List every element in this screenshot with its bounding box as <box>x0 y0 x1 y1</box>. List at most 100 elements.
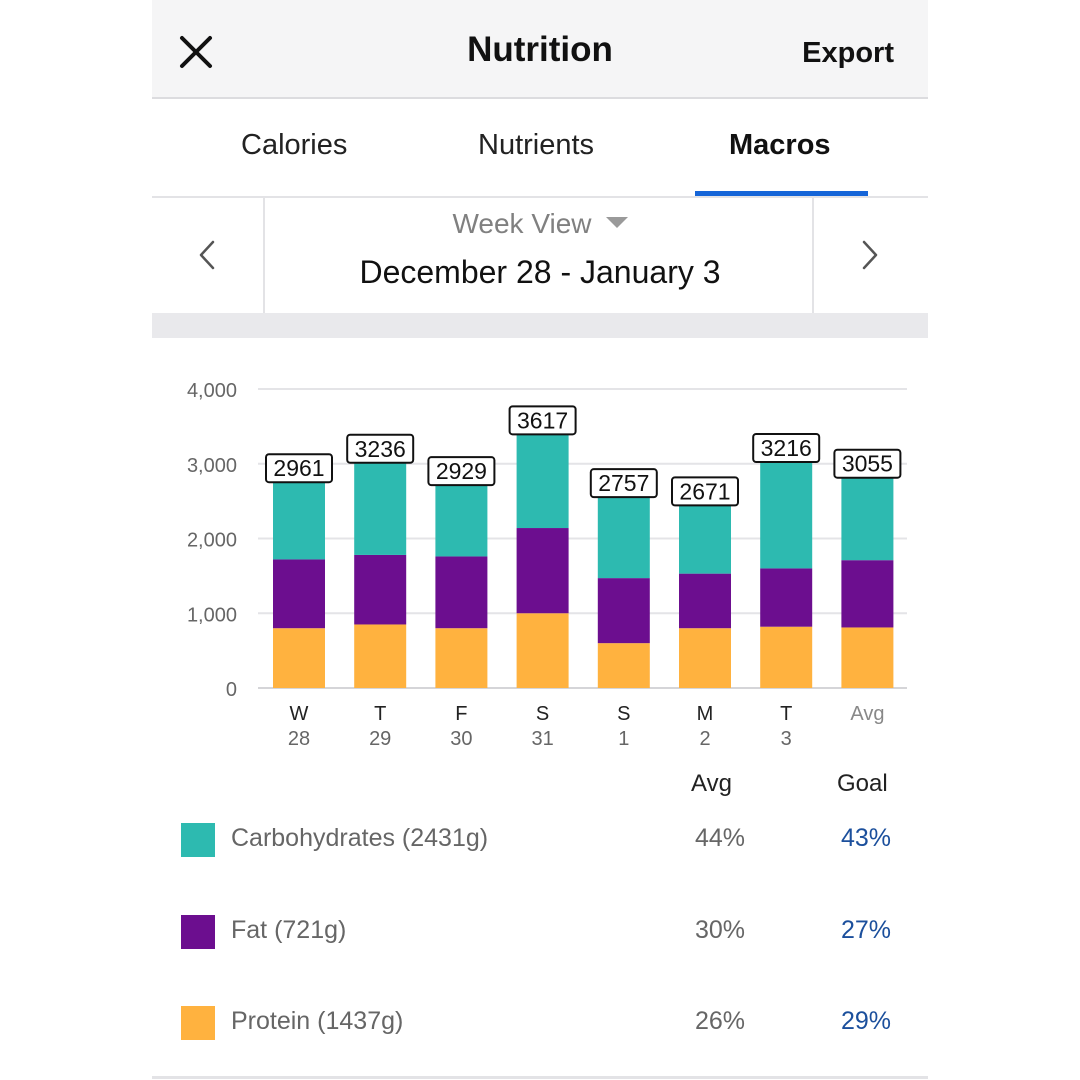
week-view-dropdown[interactable]: Week View <box>152 208 928 240</box>
x-tick-sublabel: 2 <box>699 728 710 750</box>
close-button[interactable] <box>178 34 214 70</box>
y-tick-label: 3,000 <box>187 455 237 477</box>
bar-segment-fat <box>841 560 894 628</box>
close-icon <box>180 36 212 68</box>
legend-headers: Avg Goal <box>152 770 928 800</box>
x-tick-sublabel: 31 <box>531 728 553 750</box>
macros-chart: 0 1,000 2,000 3,000 4,000 2961 W 28 3236 T 29 2929 F… <box>152 360 928 760</box>
bar-segment-carbohydrates <box>679 503 731 574</box>
x-tick-label: T <box>780 703 792 725</box>
tab-calories[interactable]: Calories <box>241 129 348 161</box>
x-tick-sublabel: 1 <box>618 728 629 750</box>
bar-segment-protein <box>516 613 569 688</box>
bar-segment-protein <box>760 626 813 688</box>
bar-segment-protein <box>273 628 325 688</box>
section-divider <box>152 313 928 338</box>
bar-segment-fat <box>516 528 569 614</box>
x-tick-label: T <box>374 703 386 725</box>
total-label: 3236 <box>355 436 406 462</box>
previous-week-button[interactable] <box>152 198 265 313</box>
bar-segment-protein <box>841 627 894 688</box>
fat-swatch <box>181 915 215 949</box>
total-label-box <box>833 448 902 479</box>
bar-segment-fat <box>273 559 325 629</box>
legend-goal: 29% <box>841 1007 892 1035</box>
bottom-divider <box>152 1076 928 1079</box>
goal-header: Goal <box>837 770 888 797</box>
y-tick-label: 0 <box>226 679 237 701</box>
bar-segment-protein <box>679 628 731 688</box>
y-tick-label: 2,000 <box>187 530 237 552</box>
bar-segment-carbohydrates <box>435 483 488 557</box>
x-tick-sublabel: 28 <box>288 728 310 750</box>
legend-label: Fat (721g) <box>231 916 347 944</box>
legend-label: Carbohydrates (2431g) <box>231 824 489 852</box>
legend-row-protein: Protein (1437g) 26% 29% <box>152 999 928 1049</box>
x-tick-label: Avg <box>850 703 884 725</box>
tab-macros[interactable]: Macros <box>729 129 831 161</box>
bar-segment-fat <box>354 554 407 625</box>
date-range: December 28 - January 3 <box>359 254 721 290</box>
week-navigator: Week View December 28 - January 3 <box>152 198 928 313</box>
tab-nutrients[interactable]: Nutrients <box>478 129 595 161</box>
nutrition-screen: Nutrition Export Calories Nutrients Macr… <box>152 0 928 1080</box>
total-label-box <box>589 468 658 499</box>
total-label-box <box>427 456 496 487</box>
x-tick-sublabel: 29 <box>369 728 391 750</box>
carbs-swatch <box>181 823 215 857</box>
y-tick-label: 4,000 <box>187 380 237 402</box>
bar-segment-protein <box>435 628 488 688</box>
legend-goal: 43% <box>841 824 892 852</box>
total-label-box <box>671 476 739 507</box>
x-tick-label: S <box>536 703 549 725</box>
bar-segment-fat <box>760 568 813 627</box>
total-label-box <box>752 433 821 464</box>
protein-swatch <box>181 1006 215 1040</box>
total-label: 2929 <box>436 458 487 484</box>
total-label: 3617 <box>517 407 568 433</box>
avg-header: Avg <box>691 770 732 797</box>
active-tab-indicator <box>695 191 868 196</box>
export-button[interactable]: Export <box>802 37 894 69</box>
chevron-right-icon <box>862 240 878 270</box>
x-tick-label: M <box>697 703 714 725</box>
next-week-button[interactable] <box>812 198 928 313</box>
bar-segment-protein <box>597 643 650 688</box>
total-label: 2671 <box>679 478 730 504</box>
header-bar: Nutrition Export <box>152 0 928 99</box>
bar-segment-carbohydrates <box>354 460 407 555</box>
legend-label: Protein (1437g) <box>231 1007 404 1035</box>
legend-avg: 26% <box>695 1007 746 1035</box>
bar-segment-fat <box>597 578 650 644</box>
x-tick-label: W <box>290 703 309 725</box>
tab-bar: Calories Nutrients Macros <box>152 99 928 198</box>
x-tick-label: S <box>617 703 630 725</box>
bar-segment-fat <box>679 573 731 629</box>
bar-segment-carbohydrates <box>516 432 569 529</box>
x-tick-sublabel: 30 <box>450 728 472 750</box>
x-tick-label: F <box>455 703 467 725</box>
legend-avg: 44% <box>695 824 746 852</box>
macros-bar-chart: 01,0002,0003,0004,0002961W283236T292929F… <box>187 380 907 750</box>
week-view-label: Week View <box>452 208 592 239</box>
bar-segment-carbohydrates <box>597 495 650 579</box>
total-label-box <box>346 433 415 464</box>
caret-down-icon <box>605 217 628 229</box>
total-label-box <box>508 405 577 436</box>
y-tick-label: 1,000 <box>187 604 237 626</box>
page-title: Nutrition <box>467 30 613 69</box>
bar-segment-carbohydrates <box>841 475 894 561</box>
bar-segment-carbohydrates <box>760 460 813 569</box>
chevron-left-icon <box>199 240 215 270</box>
bar-segment-fat <box>435 556 488 629</box>
total-label-box <box>265 453 333 484</box>
legend-goal: 27% <box>841 916 892 944</box>
total-label: 2757 <box>598 470 649 496</box>
bar-segment-carbohydrates <box>273 480 325 560</box>
bar-segment-protein <box>354 624 407 688</box>
legend-row-fat: Fat (721g) 30% 27% <box>152 908 928 958</box>
legend-avg: 30% <box>695 916 746 944</box>
legend-row-carbohydrates: Carbohydrates (2431g) 44% 43% <box>152 816 928 866</box>
total-label: 3055 <box>842 451 893 477</box>
total-label: 2961 <box>273 455 324 481</box>
